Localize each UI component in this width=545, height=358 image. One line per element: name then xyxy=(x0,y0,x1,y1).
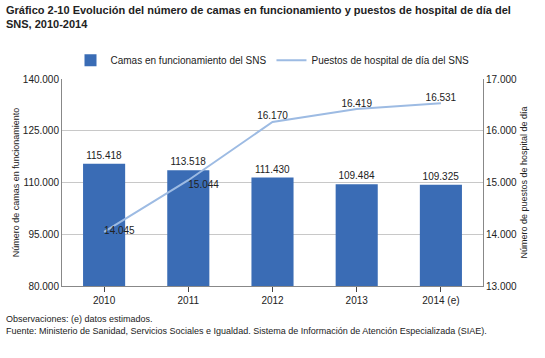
svg-text:110.000: 110.000 xyxy=(24,177,60,188)
svg-text:17.000: 17.000 xyxy=(486,74,517,85)
svg-text:80.000: 80.000 xyxy=(28,281,59,292)
svg-text:16.531: 16.531 xyxy=(426,92,457,103)
html-text:Gráfico 2-10 Evolución del núm: Gráfico 2-10 Evolución del número de cam… xyxy=(6,4,511,30)
svg-text:113.518: 113.518 xyxy=(170,156,206,167)
svg-text:2014 (e): 2014 (e) xyxy=(422,295,459,306)
html-text:Observaciones: (e) datos estim: Observaciones: (e) datos estimados. xyxy=(6,314,153,324)
svg-text:14.045: 14.045 xyxy=(104,225,135,236)
svg-text:15.044: 15.044 xyxy=(188,179,219,190)
svg-text:95.000: 95.000 xyxy=(28,229,59,240)
html-text:Fuente: Ministerio de Sanidad,: Fuente: Ministerio de Sanidad, Servicios… xyxy=(6,326,487,336)
svg-text:16.419: 16.419 xyxy=(341,98,372,109)
svg-text:2013: 2013 xyxy=(346,295,369,306)
svg-text:16.170: 16.170 xyxy=(257,110,288,121)
svg-text:2012: 2012 xyxy=(261,295,284,306)
svg-text:109.325: 109.325 xyxy=(423,171,460,182)
svg-text:Número de camas en funcionamie: Número de camas en funcionamiento xyxy=(11,108,21,258)
svg-text:16.000: 16.000 xyxy=(486,125,517,136)
svg-text:Número de puestos de hospital: Número de puestos de hospital de día xyxy=(519,106,529,258)
svg-text:13.000: 13.000 xyxy=(486,281,517,292)
svg-text:14.000: 14.000 xyxy=(486,229,517,240)
svg-text:109.484: 109.484 xyxy=(338,170,375,181)
svg-text:Puestos de hospital de día del: Puestos de hospital de día del SNS xyxy=(311,55,469,66)
svg-text:15.000: 15.000 xyxy=(486,177,517,188)
svg-text:140.000: 140.000 xyxy=(23,74,60,85)
svg-text:115.418: 115.418 xyxy=(86,150,122,161)
svg-text:111.430: 111.430 xyxy=(255,164,290,175)
svg-text:2011: 2011 xyxy=(178,295,200,306)
svg-text:125.000: 125.000 xyxy=(23,125,60,136)
svg-text:2010: 2010 xyxy=(93,295,116,306)
svg-text:Camas en funcionamiento del SN: Camas en funcionamiento del SNS xyxy=(111,55,267,66)
